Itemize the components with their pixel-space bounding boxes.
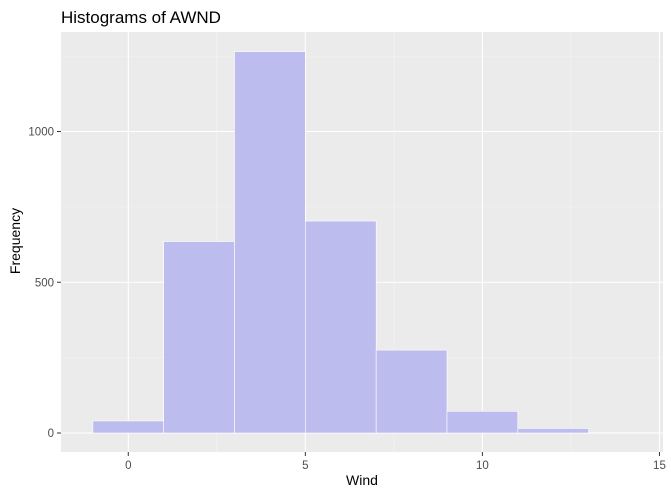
x-axis-title: Wind <box>346 472 378 488</box>
x-tick-label: 5 <box>302 460 308 472</box>
histogram-bar <box>375 349 448 434</box>
histogram-bar <box>92 420 164 434</box>
histogram-bar <box>163 241 235 434</box>
y-axis-title: Frequency <box>7 208 23 274</box>
y-tick-label: 500 <box>35 277 54 289</box>
histogram-bar <box>517 428 589 434</box>
histogram-bar <box>305 220 377 434</box>
x-axis: 0 5 10 15 <box>125 452 666 472</box>
histogram-bar <box>234 51 306 434</box>
histogram-bars <box>92 51 660 434</box>
histogram-bar <box>446 410 519 434</box>
y-tick-label: 0 <box>48 428 54 440</box>
chart-title: Histograms of AWND <box>61 8 221 27</box>
x-tick-label: 10 <box>476 460 489 472</box>
x-tick-label: 0 <box>125 460 131 472</box>
y-tick-label: 1000 <box>28 126 54 138</box>
x-tick-label: 15 <box>653 460 666 472</box>
y-axis: 0 500 1000 <box>28 126 61 440</box>
